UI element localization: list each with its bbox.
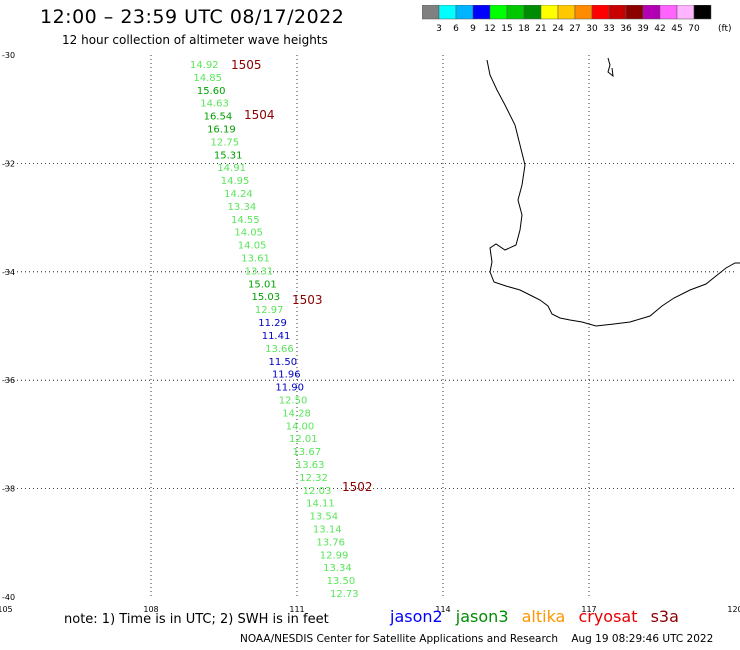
time-mark: 1502 xyxy=(342,480,373,494)
wave-height-label: 12.75 xyxy=(210,137,239,148)
scale-label: 18 xyxy=(518,24,530,34)
latitude-label: -38 xyxy=(2,485,15,494)
color-scale-bar: 3 6 9 12 15 18 21 24 27 30 33 36 39 42 45 70 (ft) xyxy=(422,5,732,34)
wave-height-label: 14.05 xyxy=(238,241,267,252)
wave-height-label: 14.28 xyxy=(282,408,311,419)
longitude-label: 120 xyxy=(727,605,740,614)
longitude-label: 114 xyxy=(435,605,450,614)
wave-height-label: 14.11 xyxy=(306,499,335,510)
longitude-label: 117 xyxy=(581,605,596,614)
footnote: note: 1) Time is in UTC; 2) SWH is in fe… xyxy=(64,612,329,627)
wave-height-label: 13.76 xyxy=(316,537,345,548)
wave-height-label: 13.50 xyxy=(327,576,356,587)
scale-label: 33 xyxy=(603,24,614,34)
wave-height-label: 14.05 xyxy=(234,228,263,239)
wave-height-label: 12.99 xyxy=(320,550,349,561)
scale-label: 6 xyxy=(453,24,459,34)
wave-height-label: 11.96 xyxy=(272,370,301,381)
time-mark: 1503 xyxy=(292,293,323,307)
gulf-coastline xyxy=(607,57,614,78)
wave-height-label: 11.29 xyxy=(258,318,287,329)
wave-height-label: 13.54 xyxy=(310,512,339,523)
wave-height-label: 12.50 xyxy=(279,395,308,406)
wave-height-label: 13.63 xyxy=(296,460,325,471)
longitude-label: 108 xyxy=(143,605,158,614)
axis-labels: 105 108 111 114 117 120 -30 -32 -34 -36 -38 -40 xyxy=(0,51,740,614)
map-title: 12:00 – 23:59 UTC 08/17/2022 xyxy=(40,6,345,28)
scale-label: 21 xyxy=(535,24,546,34)
scale-label: 27 xyxy=(569,24,580,34)
latitude-label: -30 xyxy=(2,51,15,60)
wave-height-label: 14.92 xyxy=(190,60,219,71)
wave-height-label: 15.60 xyxy=(197,86,226,97)
wave-height-label: 12.01 xyxy=(289,434,318,445)
longitude-label: 105 xyxy=(0,605,13,614)
wave-height-label: 13.61 xyxy=(241,254,270,265)
wave-height-label: 13.67 xyxy=(292,447,321,458)
wave-height-label: 13.66 xyxy=(265,344,294,355)
wave-height-label: 16.19 xyxy=(207,125,236,136)
scale-label: 39 xyxy=(637,24,649,34)
longitude-label: 111 xyxy=(289,605,304,614)
legend-jason2: jason2 xyxy=(390,607,443,626)
scale-label: 30 xyxy=(586,24,598,34)
map-grid xyxy=(5,55,735,597)
wave-height-label: 12.97 xyxy=(255,305,284,316)
scale-label: 12 xyxy=(484,24,495,34)
latitude-label: -34 xyxy=(2,268,15,277)
wave-height-label: 14.95 xyxy=(221,176,250,187)
scale-label: 45 xyxy=(671,24,682,34)
wave-height-label: 11.41 xyxy=(262,331,291,342)
latitude-label: -40 xyxy=(2,593,15,602)
latitude-label: -36 xyxy=(2,376,15,385)
wave-height-label: 15.03 xyxy=(251,292,280,303)
wave-height-label: 14.24 xyxy=(224,189,253,200)
wave-height-label: 13.14 xyxy=(313,524,342,535)
satellite-legend: jason2 jason3 altika cryosat s3a xyxy=(390,607,687,626)
scale-label: 3 xyxy=(436,24,442,34)
scale-label: 42 xyxy=(654,24,665,34)
legend-s3a: s3a xyxy=(650,607,679,626)
wave-height-label: 14.85 xyxy=(193,73,222,84)
legend-altika: altika xyxy=(521,607,566,626)
wave-height-label: 14.63 xyxy=(200,99,229,110)
wave-height-label: 12.32 xyxy=(299,473,328,484)
scale-label: 70 xyxy=(688,24,700,34)
wave-height-label: 12.03 xyxy=(303,486,332,497)
coastline xyxy=(486,59,740,327)
scale-label: 15 xyxy=(501,24,512,34)
time-mark: 1504 xyxy=(244,108,275,122)
scale-label: 24 xyxy=(552,24,564,34)
time-mark: 1505 xyxy=(231,58,262,72)
wave-height-label: 11.50 xyxy=(269,357,298,368)
wave-height-label: 13.31 xyxy=(245,266,274,277)
legend-cryosat: cryosat xyxy=(578,607,638,626)
wave-height-label: 14.91 xyxy=(217,163,246,174)
wave-height-label: 13.34 xyxy=(323,563,352,574)
legend-jason3: jason3 xyxy=(455,607,509,626)
wave-height-label: 13.34 xyxy=(228,202,257,213)
scale-unit: (ft) xyxy=(718,24,732,34)
credit-footer: NOAA/NESDIS Center for Satellite Applica… xyxy=(240,633,714,645)
wave-height-label: 15.01 xyxy=(248,279,277,290)
map-subtitle: 12 hour collection of altimeter wave hei… xyxy=(62,33,328,47)
wave-height-label: 11.90 xyxy=(275,383,304,394)
wave-height-label: 14.55 xyxy=(231,215,260,226)
scale-label: 36 xyxy=(620,24,632,34)
wave-height-label: 14.00 xyxy=(286,421,315,432)
wave-height-label: 15.31 xyxy=(214,150,243,161)
scale-swatch xyxy=(693,5,712,20)
wave-height-label: 12.73 xyxy=(330,589,359,600)
wave-height-label: 16.54 xyxy=(204,112,233,123)
time-marks: 1505 1504 1503 1502 xyxy=(231,58,373,494)
latitude-label: -32 xyxy=(2,159,15,168)
scale-label: 9 xyxy=(470,24,476,34)
